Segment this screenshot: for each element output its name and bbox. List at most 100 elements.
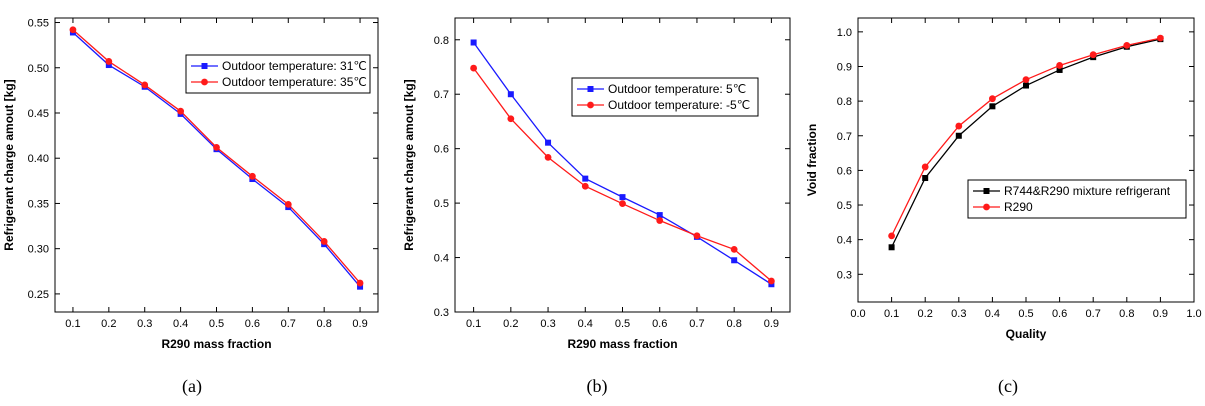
x-axis-title: R290 mass fraction <box>161 337 271 351</box>
x-tick-label: 0.1 <box>65 318 80 330</box>
panel-caption: (b) <box>587 376 608 397</box>
data-point <box>888 232 895 240</box>
chart-panel-1: 0.1 0.2 0.3 0.4 0.5 0.6 0.7 0.8 0.9 0.25 0.30 0.35 0… <box>2 17 379 397</box>
y-tick-label: 0.40 <box>28 153 49 165</box>
x-tick-label: 0.3 <box>540 318 555 330</box>
data-point <box>989 95 996 103</box>
data-point <box>1056 62 1063 69</box>
panel-caption: (a) <box>182 376 202 397</box>
y-tick-label: 0.4 <box>434 253 449 265</box>
y-tick-label: 0.35 <box>28 198 49 210</box>
y-tick-label: 0.5 <box>837 200 852 212</box>
data-point <box>619 200 626 208</box>
y-tick-label: 0.55 <box>28 18 49 30</box>
x-tick-label: 0.1 <box>884 308 899 320</box>
legend-box <box>185 54 371 94</box>
legend-box <box>967 179 1187 219</box>
y-axis-title: Refrigerant charge amout [kg] <box>2 79 16 250</box>
x-axis-title: Quality <box>1006 327 1047 341</box>
x-tick-label: 0.7 <box>689 318 704 330</box>
x-tick-label: 0.3 <box>137 318 152 330</box>
data-point <box>1157 34 1164 42</box>
data-point <box>105 62 112 69</box>
data-point <box>507 115 515 123</box>
legend: R744&R290 mixture refrigerant R290 <box>967 179 1187 219</box>
data-point <box>141 81 149 89</box>
data-point <box>1022 76 1030 84</box>
x-tick-label: 0.9 <box>352 318 367 330</box>
y-tick-label: 0.4 <box>837 235 852 247</box>
x-tick-label: 1.0 <box>1186 308 1201 320</box>
y-axis-title: Void fraction <box>805 124 819 196</box>
data-point <box>357 283 364 290</box>
data-point <box>656 217 664 224</box>
data-point <box>730 245 738 253</box>
x-tick-label: 0.4 <box>578 318 593 330</box>
data-point <box>470 64 478 72</box>
x-tick-label: 0.6 <box>652 318 667 330</box>
panel-caption: (c) <box>998 376 1018 397</box>
legend-marker <box>983 188 990 194</box>
x-tick-label: 0.3 <box>951 308 966 320</box>
legend-label: Outdoor temperature: 35℃ <box>222 75 367 89</box>
legend: Outdoor temperature: 5℃ Outdoor temperatu… <box>571 77 759 117</box>
y-tick-label: 0.3 <box>434 307 449 319</box>
x-tick-label: 0.5 <box>1018 308 1033 320</box>
y-tick-label: 0.25 <box>28 289 49 301</box>
data-point <box>921 163 929 171</box>
y-tick-label: 0.5 <box>434 198 449 210</box>
x-tick-label: 0.7 <box>281 318 296 330</box>
data-point <box>69 26 77 34</box>
data-point <box>581 182 589 190</box>
x-tick-label: 0.8 <box>317 318 332 330</box>
x-tick-label: 0.8 <box>727 318 742 330</box>
legend-marker <box>587 86 594 92</box>
chart-panel-2: 0.1 0.2 0.3 0.4 0.5 0.6 0.7 0.8 0.9 0.3 0.4 0.5 0.6 0… <box>402 17 791 397</box>
x-tick-label: 0.4 <box>985 308 1000 320</box>
data-point <box>320 238 328 245</box>
y-tick-label: 0.30 <box>28 244 49 256</box>
legend-label: R290 <box>1004 200 1033 214</box>
x-tick-label: 0.2 <box>918 308 933 320</box>
legend: Outdoor temperature: 31℃ Outdoor temperat… <box>185 54 371 94</box>
y-tick-label: 0.3 <box>837 269 852 281</box>
x-tick-label: 0.2 <box>503 318 518 330</box>
x-tick-label: 0.0 <box>850 308 865 320</box>
data-point <box>356 279 364 287</box>
legend-marker <box>201 63 208 69</box>
data-point <box>284 200 292 208</box>
legend-marker <box>587 101 594 109</box>
legend-box <box>571 77 759 117</box>
data-point <box>1023 82 1029 89</box>
y-tick-label: 0.8 <box>837 96 852 108</box>
y-tick-label: 0.45 <box>28 108 49 120</box>
plot-frame <box>857 17 1195 303</box>
legend-label: R744&R290 mixture refrigerant <box>1004 184 1171 198</box>
legend-label: Outdoor temperature: -5℃ <box>608 98 750 112</box>
x-tick-label: 0.5 <box>615 318 630 330</box>
y-tick-label: 0.6 <box>837 165 852 177</box>
y-tick-label: 0.50 <box>28 63 49 75</box>
y-tick-label: 0.6 <box>434 144 449 156</box>
chart-panel-3: 0.0 0.1 0.2 0.3 0.4 0.5 0.6 0.7 0.8 0.9 1.0 0.3 0.4 0… <box>805 17 1202 397</box>
data-point <box>582 175 589 182</box>
data-point <box>1123 41 1131 49</box>
y-tick-label: 0.8 <box>434 35 449 47</box>
x-tick-label: 0.9 <box>1153 308 1168 320</box>
data-point <box>248 172 256 180</box>
data-point <box>767 277 775 285</box>
x-tick-label: 0.8 <box>1119 308 1134 320</box>
data-point <box>105 58 113 65</box>
data-point <box>1056 66 1063 73</box>
x-tick-label: 0.5 <box>209 318 224 330</box>
data-point <box>731 257 738 264</box>
legend-label: Outdoor temperature: 5℃ <box>608 82 746 96</box>
legend-label: Outdoor temperature: 31℃ <box>222 59 367 73</box>
y-tick-label: 0.9 <box>837 61 852 73</box>
legend-marker <box>983 203 990 211</box>
x-tick-label: 0.1 <box>466 318 481 330</box>
data-point <box>507 91 514 98</box>
data-point <box>656 212 663 219</box>
x-tick-label: 0.4 <box>173 318 188 330</box>
x-tick-label: 0.7 <box>1086 308 1101 320</box>
